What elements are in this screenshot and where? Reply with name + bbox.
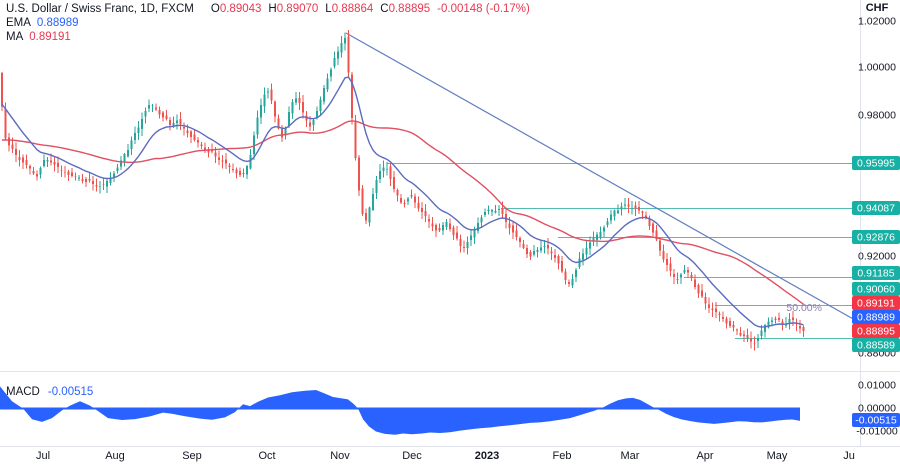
- time-axis-label: Jul: [36, 450, 50, 462]
- price-badge-text: 0.88989: [857, 312, 895, 324]
- ema-legend-row[interactable]: EMA 0.88989: [6, 16, 530, 30]
- price-axis-label: 1.02000: [858, 16, 896, 28]
- ma-label: MA: [6, 31, 24, 43]
- price-badge-text: 0.89191: [857, 298, 895, 310]
- price-badge-text: -0.00515: [855, 415, 897, 427]
- price-badge-text: 0.90060: [857, 284, 895, 296]
- low-label: L: [325, 3, 332, 15]
- time-axis-label: Sep: [182, 450, 202, 462]
- price-badge-level: [852, 282, 900, 296]
- price-badge-text: 0.95995: [857, 158, 895, 170]
- price-badge-level: [852, 230, 900, 244]
- price-axis-label: 0.01000: [858, 380, 896, 392]
- price-badge-text: 0.88895: [857, 326, 895, 338]
- time-axis-label: Ju: [843, 450, 855, 462]
- high-label: H: [268, 3, 277, 15]
- price-badge-text: 0.94087: [857, 203, 895, 215]
- close-value: 0.88895: [388, 3, 431, 15]
- ma-value: 0.89191: [29, 31, 71, 43]
- price-badge-price: [852, 324, 900, 338]
- ma-legend-row[interactable]: MA 0.89191: [6, 30, 530, 44]
- price-axis-label: 0.00000: [858, 403, 896, 415]
- price-badge-text: 0.91185: [857, 268, 894, 280]
- price-badge-level: [852, 266, 900, 280]
- price-axis-label: 1.00000: [858, 62, 896, 74]
- price-badge-text: 0.92876: [857, 232, 895, 244]
- time-axis-label: May: [767, 450, 788, 462]
- time-axis-label: Oct: [258, 450, 275, 462]
- time-axis-label: Feb: [553, 450, 572, 462]
- ema-value: 0.88989: [36, 17, 79, 29]
- open-value: 0.89043: [219, 3, 262, 15]
- price-axis-label: 0.98000: [858, 110, 896, 122]
- price-badge-ema: [852, 310, 900, 324]
- macd-label: MACD: [6, 386, 40, 398]
- candlestick-series[interactable]: [0, 29, 805, 351]
- price-axis[interactable]: 1.020001.000000.980000.920000.880000.010…: [856, 16, 898, 438]
- trendline[interactable]: [345, 32, 856, 321]
- ema-label: EMA: [6, 17, 31, 29]
- price-badge-macd: [852, 413, 900, 427]
- time-axis-label: 2023: [475, 450, 499, 462]
- ma-line[interactable]: [1, 120, 804, 305]
- open-label: O: [210, 3, 220, 15]
- close-label: C: [380, 3, 389, 15]
- low-value: 0.88864: [331, 3, 374, 15]
- fib-50-label: 50.00%: [786, 302, 822, 314]
- axis-currency-label: CHF: [866, 2, 889, 14]
- time-axis-label: Apr: [696, 450, 713, 462]
- price-badge-level: [852, 338, 900, 352]
- price-axis-label: 0.92000: [858, 251, 896, 263]
- price-badge-text: 0.88589: [857, 340, 895, 352]
- price-badge-level: [852, 201, 900, 215]
- price-badge-level: [852, 156, 900, 170]
- time-axis-label: Nov: [330, 450, 350, 462]
- change-value: -0.00148 (-0.17%): [437, 3, 530, 15]
- time-axis-label: Aug: [105, 450, 125, 462]
- high-value: 0.89070: [276, 3, 319, 15]
- time-axis-label: Dec: [402, 450, 422, 462]
- symbol-title: U.S. Dollar / Swiss Franc, 1D, FXCM: [6, 3, 194, 15]
- price-badge-ma: [852, 296, 900, 310]
- ema-line[interactable]: [1, 76, 804, 328]
- price-axis-label: -0.01000: [856, 426, 898, 438]
- macd-legend-row[interactable]: MACD -0.00515: [6, 386, 93, 399]
- chart-legend: U.S. Dollar / Swiss Franc, 1D, FXCM O 0.…: [6, 2, 530, 44]
- macd-value: -0.00515: [47, 386, 94, 398]
- macd-area: [0, 386, 800, 435]
- time-axis-label: Mar: [621, 450, 640, 462]
- symbol-legend-row[interactable]: U.S. Dollar / Swiss Franc, 1D, FXCM O 0.…: [6, 2, 530, 16]
